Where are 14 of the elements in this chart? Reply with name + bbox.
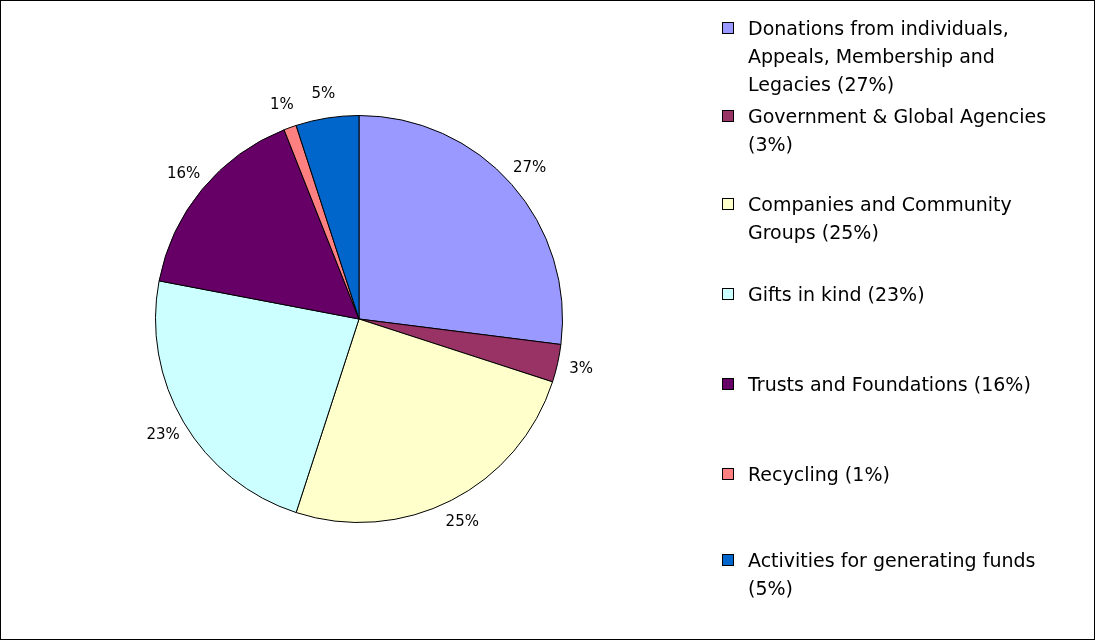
legend-label: Companies and Community Groups (25%) bbox=[748, 192, 1013, 245]
data-label: 23% bbox=[146, 424, 180, 443]
legend-label: Government & Global Agencies (3%) bbox=[748, 104, 1048, 157]
legend-label: Recycling (1%) bbox=[748, 462, 891, 487]
legend-label: Activities for generating funds (5%) bbox=[748, 548, 1037, 601]
legend-label: Trusts and Foundations (16%) bbox=[748, 372, 1032, 397]
data-label: 25% bbox=[445, 511, 479, 530]
data-label: 1% bbox=[270, 94, 294, 113]
legend-label: Donations from individuals, Appeals, Membership and Legacies (27%) bbox=[748, 16, 1010, 97]
data-label: 16% bbox=[167, 163, 201, 182]
data-label: 5% bbox=[311, 84, 336, 103]
data-label: 27% bbox=[512, 158, 547, 177]
legend-label: Gifts in kind (23%) bbox=[748, 282, 926, 307]
data-label: 3% bbox=[569, 358, 593, 377]
